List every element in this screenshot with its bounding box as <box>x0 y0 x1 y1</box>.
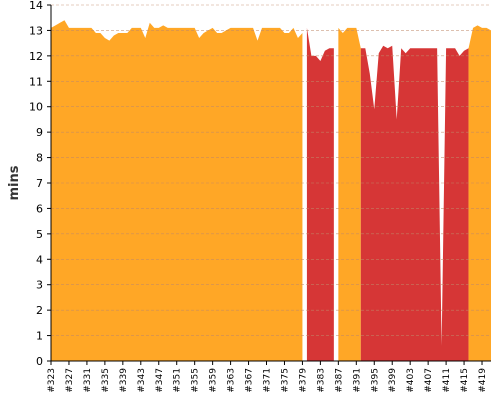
x-tick-label: #351 <box>173 368 183 393</box>
y-tick-label: 5 <box>36 228 43 241</box>
y-tick-label: 12 <box>29 50 43 63</box>
y-axis-title: mins <box>7 165 22 200</box>
y-tick-label: 3 <box>36 279 43 292</box>
y-tick-label: 0 <box>36 355 43 368</box>
x-tick-label: #395 <box>370 368 380 393</box>
x-tick-label: #363 <box>227 368 237 393</box>
x-tick-label: #379 <box>298 368 308 393</box>
x-tick-label: #419 <box>478 368 488 393</box>
x-tick-label: #371 <box>263 368 273 393</box>
x-tick-label: #411 <box>442 368 452 393</box>
y-tick-label: 2 <box>36 304 43 317</box>
x-tick-label: #383 <box>316 368 326 393</box>
area-series-group <box>51 20 491 362</box>
x-tick-label: #339 <box>119 368 129 393</box>
x-tick-label: #335 <box>101 368 111 393</box>
y-tick-label: 8 <box>36 152 43 165</box>
area-segment-success-1 <box>51 20 303 361</box>
area-segment-failure-2 <box>306 27 334 361</box>
x-tick-label: #323 <box>47 368 57 393</box>
x-tick-label: #343 <box>137 368 147 393</box>
x-tick-label: #359 <box>209 368 219 393</box>
y-tick-label: 9 <box>36 126 43 139</box>
x-tick-label: #347 <box>155 368 165 393</box>
area-segment-failure-4 <box>360 45 469 361</box>
gridlines <box>51 4 491 336</box>
x-tick-label: #399 <box>388 368 398 393</box>
x-tick-label: #327 <box>65 368 75 393</box>
y-tick-label: 11 <box>29 75 43 88</box>
y-tick-label: 14 <box>29 0 43 12</box>
x-tick-label: #331 <box>83 368 93 393</box>
x-tick-label: #355 <box>191 368 201 393</box>
x-tick-label: #415 <box>460 368 470 393</box>
y-tick-label: 4 <box>36 253 43 266</box>
x-tick-label: #391 <box>352 368 362 393</box>
y-tick-label: 1 <box>36 330 43 343</box>
x-tick-label: #387 <box>334 368 344 393</box>
y-tick-label: 7 <box>36 177 43 190</box>
y-tick-label: 6 <box>36 202 43 215</box>
y-tick-label: 13 <box>29 24 43 37</box>
x-tick-label: #407 <box>424 368 434 393</box>
x-tick-label: #375 <box>280 368 290 393</box>
x-axis-ticks: #323 #327 #331 #335 #339 #343 #347 #351 #355 #359… <box>47 361 488 393</box>
area-segment-success-5 <box>468 25 491 362</box>
area-segment-success-3 <box>338 27 361 361</box>
x-tick-label: #403 <box>406 368 416 393</box>
x-tick-label: #367 <box>245 368 255 393</box>
y-tick-label: 10 <box>29 101 43 114</box>
